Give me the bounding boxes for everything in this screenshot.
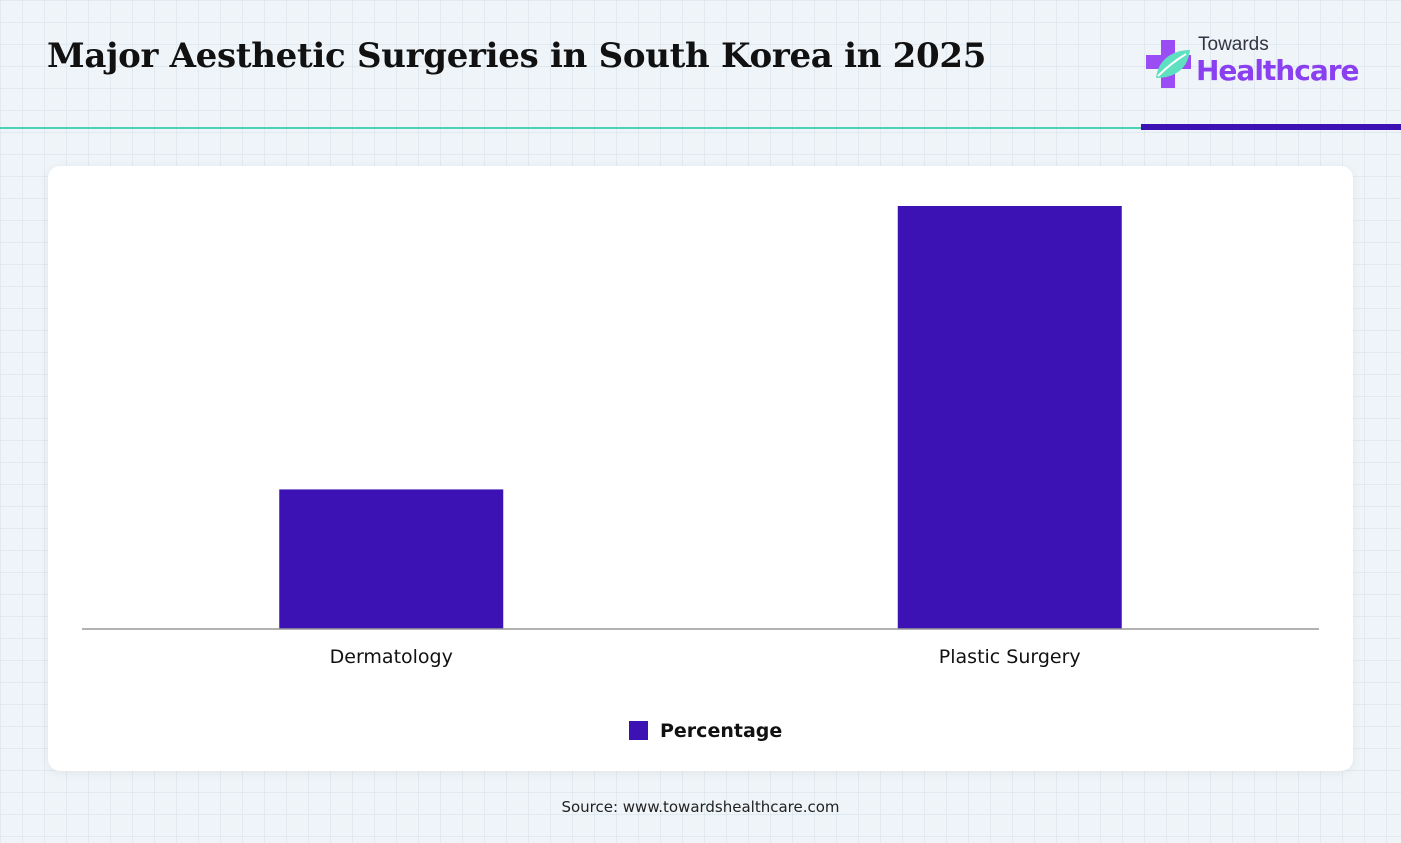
medical-cross-leaf-icon bbox=[1146, 40, 1191, 88]
header-divider-teal bbox=[0, 127, 1141, 129]
bar-dermatology bbox=[279, 489, 504, 629]
legend: Percentage bbox=[629, 720, 782, 742]
bar-chart: Dermatology Plastic Surgery Percentage bbox=[82, 206, 1319, 742]
source-note: Source: www.towardshealthcare.com bbox=[561, 798, 840, 816]
x-tick-label-plastic-surgery: Plastic Surgery bbox=[939, 646, 1081, 668]
header: Major Aesthetic Surgeries in South Korea… bbox=[0, 0, 1401, 128]
page-title: Major Aesthetic Surgeries in South Korea… bbox=[47, 36, 987, 76]
logo-text-healthcare: Healthcare bbox=[1196, 54, 1360, 87]
legend-swatch bbox=[629, 721, 648, 740]
logo-text-towards: Towards bbox=[1198, 34, 1269, 55]
brand-logo: Towards Healthcare bbox=[1144, 34, 1364, 94]
bar-plastic-surgery bbox=[897, 206, 1122, 629]
x-tick-label-dermatology: Dermatology bbox=[330, 646, 453, 668]
header-divider-purple bbox=[1141, 124, 1401, 130]
chart-card: Dermatology Plastic Surgery Percentage bbox=[48, 166, 1353, 771]
legend-label-percentage: Percentage bbox=[660, 720, 782, 742]
